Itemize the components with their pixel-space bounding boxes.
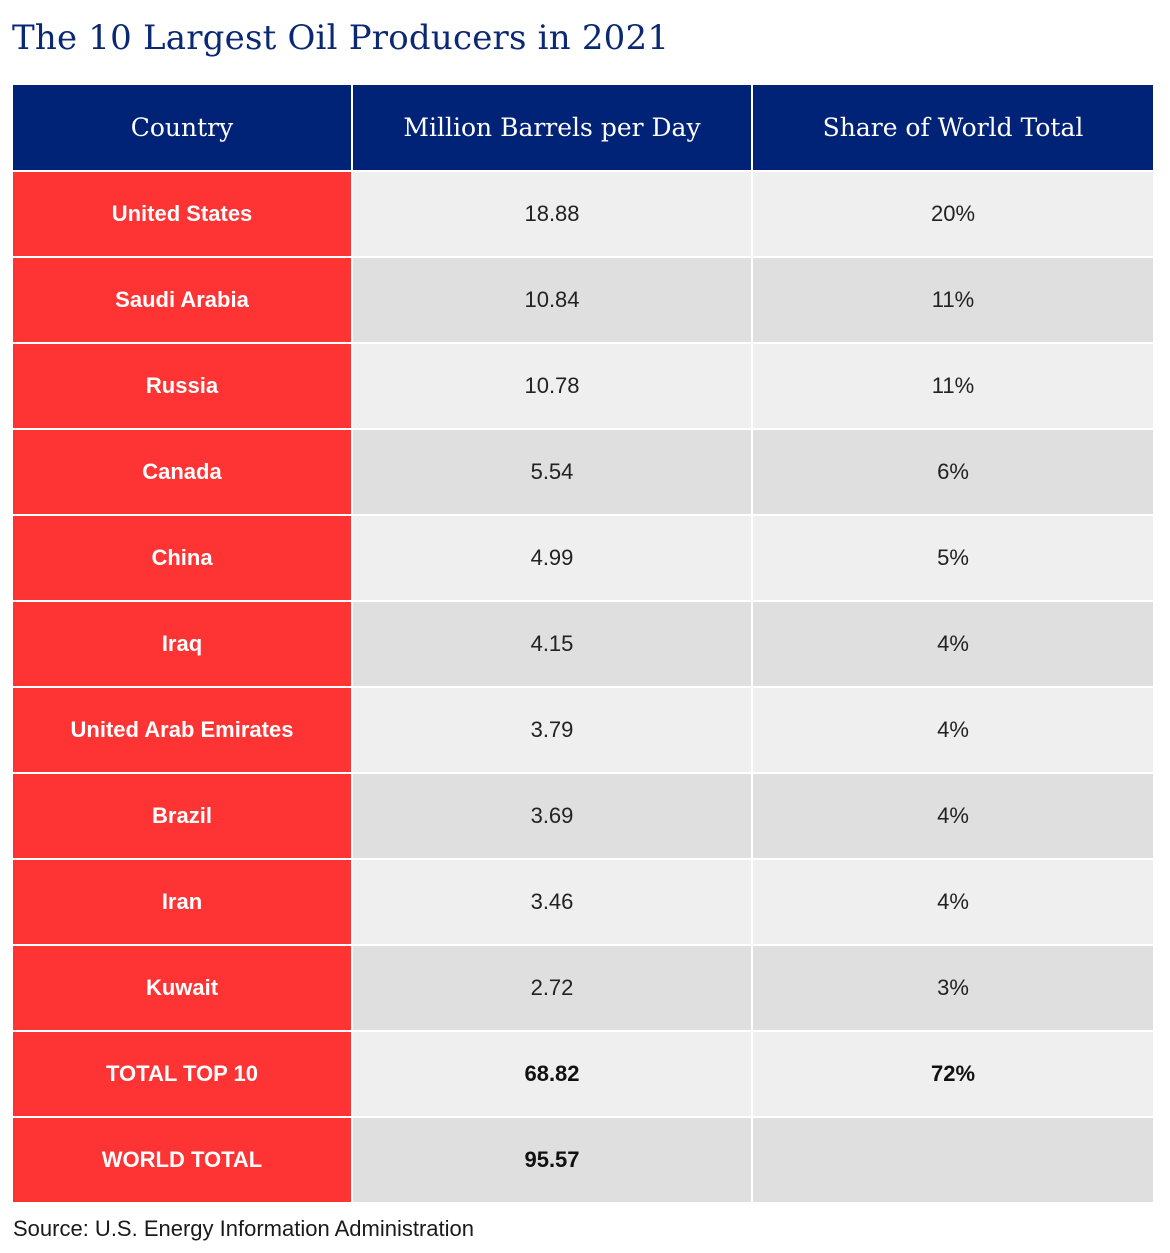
country-cell: United Arab Emirates [13,687,353,774]
share-cell: 4% [752,773,1153,860]
country-cell: Brazil [13,773,353,860]
country-cell: United States [13,171,353,258]
country-cell: China [13,515,353,602]
table-row: Kuwait 2.72 3% [13,945,1153,1032]
share-cell: 4% [752,687,1153,774]
barrels-cell: 3.46 [352,859,753,946]
barrels-cell: 95.57 [352,1117,753,1204]
barrels-cell: 68.82 [352,1031,753,1118]
share-cell: 72% [752,1031,1153,1118]
country-cell: Iran [13,859,353,946]
country-cell: Kuwait [13,945,353,1032]
table-row: Saudi Arabia 10.84 11% [13,257,1153,344]
summary-row: WORLD TOTAL 95.57 [13,1117,1153,1204]
table-body: United States 18.88 20% Saudi Arabia 10.84 11… [13,171,1153,1204]
table-row: Iran 3.46 4% [13,859,1153,946]
barrels-cell: 3.79 [352,687,753,774]
oil-producers-table: Country Million Barrels per Day Share of… [13,85,1153,1204]
column-header-country: Country [13,85,353,172]
summary-row: TOTAL TOP 10 68.82 72% [13,1031,1153,1118]
share-cell: 20% [752,171,1153,258]
share-cell: 6% [752,429,1153,516]
barrels-cell: 3.69 [352,773,753,860]
share-cell: 11% [752,343,1153,430]
table-row: United Arab Emirates 3.79 4% [13,687,1153,774]
country-cell: TOTAL TOP 10 [13,1031,353,1118]
share-cell: 4% [752,601,1153,688]
table-row: Brazil 3.69 4% [13,773,1153,860]
country-cell: Russia [13,343,353,430]
share-cell: 4% [752,859,1153,946]
table-row: United States 18.88 20% [13,171,1153,258]
barrels-cell: 10.78 [352,343,753,430]
share-cell: 3% [752,945,1153,1032]
barrels-cell: 10.84 [352,257,753,344]
chart-title: The 10 Largest Oil Producers in 2021 [12,18,670,58]
table-row: Russia 10.78 11% [13,343,1153,430]
barrels-cell: 18.88 [352,171,753,258]
country-cell: Canada [13,429,353,516]
share-cell: 5% [752,515,1153,602]
country-cell: Saudi Arabia [13,257,353,344]
table-row: China 4.99 5% [13,515,1153,602]
table-header-row: Country Million Barrels per Day Share of… [13,85,1153,172]
column-header-share: Share of World Total [752,85,1153,172]
column-header-barrels: Million Barrels per Day [352,85,753,172]
share-cell [752,1117,1153,1204]
country-cell: WORLD TOTAL [13,1117,353,1204]
share-cell: 11% [752,257,1153,344]
barrels-cell: 5.54 [352,429,753,516]
country-cell: Iraq [13,601,353,688]
barrels-cell: 4.99 [352,515,753,602]
barrels-cell: 4.15 [352,601,753,688]
barrels-cell: 2.72 [352,945,753,1032]
table-row: Canada 5.54 6% [13,429,1153,516]
table-row: Iraq 4.15 4% [13,601,1153,688]
source-note: Source: U.S. Energy Information Administ… [13,1216,474,1241]
